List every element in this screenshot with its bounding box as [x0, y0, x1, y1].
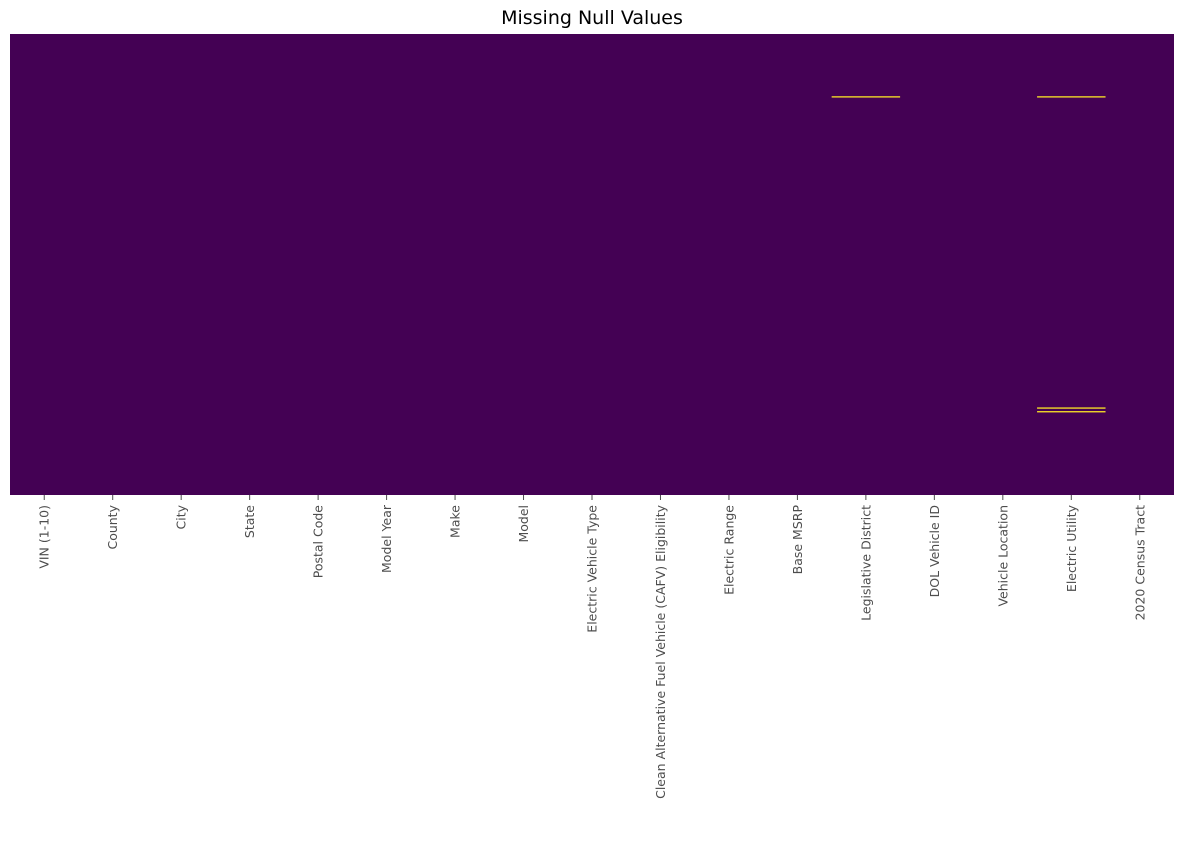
x-tick-label-dol-vehicle-id: DOL Vehicle ID [927, 505, 942, 597]
x-tick-label-vin-1-10: VIN (1-10) [37, 505, 52, 569]
x-tick-label-make: Make [448, 505, 463, 538]
x-tick-label-clean-alternative-fuel-vehicle-cafv-eligibility: Clean Alternative Fuel Vehicle (CAFV) El… [653, 504, 668, 798]
x-tick-label-electric-utility: Electric Utility [1064, 504, 1079, 592]
x-axis-tick-labels: VIN (1-10) County City State Postal Code Mode… [37, 504, 1148, 799]
chart-title: Missing Null Values [501, 7, 683, 29]
x-tick-label-state: State [242, 505, 257, 538]
missing-cell-legislative-district [831, 96, 901, 98]
x-tick-label-county: County [105, 504, 120, 549]
x-tick-label-2020-census-tract: 2020 Census Tract [1132, 505, 1147, 621]
missing-cell-electric-utility [1037, 96, 1106, 98]
heatmap-background [10, 34, 1174, 495]
x-tick-label-model: Model [516, 505, 531, 543]
x-tick-label-base-msrp: Base MSRP [790, 505, 805, 575]
x-tick-label-city: City [174, 504, 189, 529]
x-tick-label-electric-range: Electric Range [721, 505, 736, 595]
x-tick-label-postal-code: Postal Code [311, 505, 326, 579]
missing-cell-electric-utility [1037, 407, 1106, 409]
x-tick-label-vehicle-location: Vehicle Location [995, 505, 1010, 607]
missing-cell-electric-utility [1037, 411, 1106, 413]
missing-cells [831, 96, 1106, 413]
x-tick-label-electric-vehicle-type: Electric Vehicle Type [585, 505, 600, 633]
x-tick-label-model-year: Model Year [379, 504, 394, 573]
x-tick-label-legislative-district: Legislative District [858, 505, 873, 621]
x-axis-ticks [43, 495, 1141, 500]
